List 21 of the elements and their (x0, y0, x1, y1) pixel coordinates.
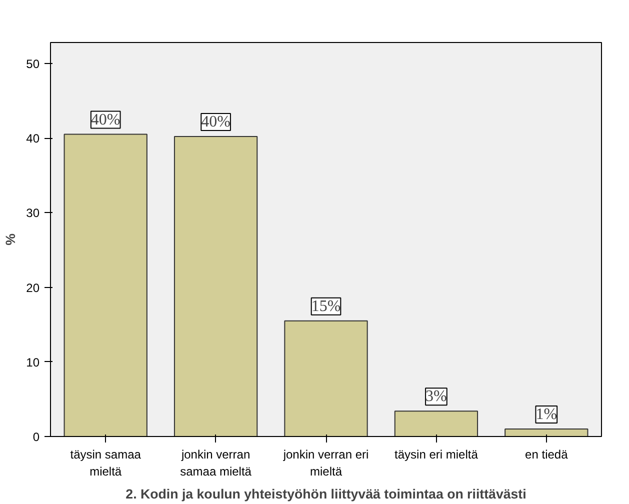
bar (284, 320, 368, 436)
x-axis-title: 2. Kodin ja koulun yhteistyöhön liittyvää toimintaa on riittävästi (126, 486, 526, 502)
bar (64, 134, 148, 436)
y-tick-label: 0 (32, 430, 40, 444)
x-tick-label: jonkin verran samaa mieltä (180, 448, 252, 478)
y-tick-label: 10 (26, 355, 40, 370)
y-axis-title: % (3, 233, 18, 246)
x-tick-label: täysin samaa mieltä (70, 448, 142, 478)
x-tick-label: täysin eri mieltä (394, 448, 478, 462)
data-label: 1% (536, 406, 558, 424)
x-tick-label: en tiedä (525, 448, 568, 462)
y-tick-label: 20 (26, 280, 40, 295)
y-tick-label: 30 (26, 206, 40, 220)
y-tick-label: 50 (26, 56, 40, 71)
bar (394, 410, 478, 436)
x-tick-label: jonkin verran eri mieltä (282, 448, 369, 478)
data-label: 3% (426, 388, 447, 406)
data-label: 40% (201, 114, 230, 131)
bar (174, 136, 258, 436)
bar (504, 428, 588, 436)
y-tick-label: 40 (26, 132, 40, 146)
